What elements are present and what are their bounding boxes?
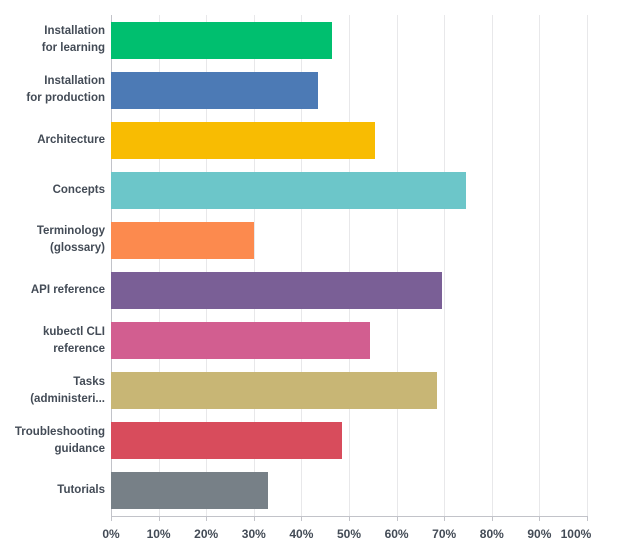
category-label-line: Troubleshooting [14,425,105,438]
category-label-terminology-glossary: Terminology (glossary) [0,223,105,257]
gridline-100 [587,15,588,516]
plot-area [111,15,588,517]
category-label-line: Concepts [52,183,105,196]
category-label-tutorials: Tutorials [0,482,105,499]
x-tick-50 [349,516,350,521]
bar-architecture[interactable] [111,121,376,159]
category-label-line: kubectl CLI [43,325,105,338]
x-tick-90 [539,516,541,521]
x-tick-label-50: 50% [336,527,362,541]
bar-kubectl-cli-reference[interactable] [111,322,371,360]
gridline-90 [539,15,541,516]
bar-tasks-administeri[interactable] [111,372,438,410]
x-tick-label-90: 90% [527,527,552,541]
category-label-installation-for-learning: Installation for learning [0,23,105,57]
category-label-line: (glossary) [50,242,105,255]
x-tick-100 [587,516,588,521]
x-tick-label-100: 100% [560,527,592,541]
category-label-kubectl-cli-reference: kubectl CLI reference [0,324,105,358]
gridline-30 [253,15,255,516]
x-tick-60 [396,516,398,521]
bar-tutorials[interactable] [111,472,269,510]
x-tick-10 [158,516,160,521]
x-tick-label-60: 60% [384,527,409,541]
category-label-line: Terminology [36,225,105,238]
bar-installation-for-production[interactable] [111,71,319,109]
x-tick-label-70: 70% [432,527,457,541]
gridline-10 [158,15,160,516]
x-tick-30 [253,516,255,521]
category-label-line: for production [26,92,105,105]
category-label-installation-for-production: Installation for production [0,73,105,107]
x-tick-20 [206,516,208,521]
category-label-line: Installation [44,75,105,88]
category-label-line: Architecture [37,133,105,146]
category-label-line: (administeri... [30,392,105,405]
x-tick-label-40: 40% [289,527,314,541]
gridline-80 [491,15,493,516]
x-tick-label-80: 80% [479,527,504,541]
gridline-40 [301,15,303,516]
bar-troubleshooting-guidance[interactable] [111,422,342,460]
category-label-line: Installation [44,25,105,38]
category-label-line: Tutorials [57,484,105,497]
gridline-50 [349,15,350,516]
x-tick-40 [301,516,303,521]
gridline-20 [206,15,208,516]
category-label-concepts: Concepts [0,182,105,199]
category-label-line: for learning [41,42,105,55]
x-tick-80 [491,516,493,521]
x-tick-70 [444,516,446,521]
x-tick-label-20: 20% [194,527,219,541]
category-label-api-reference: API reference [0,282,105,299]
category-label-line: API reference [30,284,105,297]
x-tick-label-10: 10% [146,527,171,541]
bar-api-reference[interactable] [111,272,442,310]
bar-terminology-glossary[interactable] [111,221,254,259]
category-label-tasks-administeri: Tasks (administeri... [0,374,105,408]
gridline-70 [444,15,446,516]
x-tick-label-0: 0% [102,527,120,541]
x-tick-label-30: 30% [241,527,266,541]
category-label-line: Tasks [73,375,105,388]
y-axis-line [111,15,112,516]
x-tick-0 [111,516,112,521]
category-label-line: guidance [54,442,105,455]
bar-concepts[interactable] [111,171,466,209]
bar-installation-for-learning[interactable] [111,21,333,59]
category-label-architecture: Architecture [0,132,105,149]
category-label-line: reference [53,342,105,355]
gridline-60 [396,15,398,516]
category-label-troubleshooting-guidance: Troubleshooting guidance [0,424,105,458]
